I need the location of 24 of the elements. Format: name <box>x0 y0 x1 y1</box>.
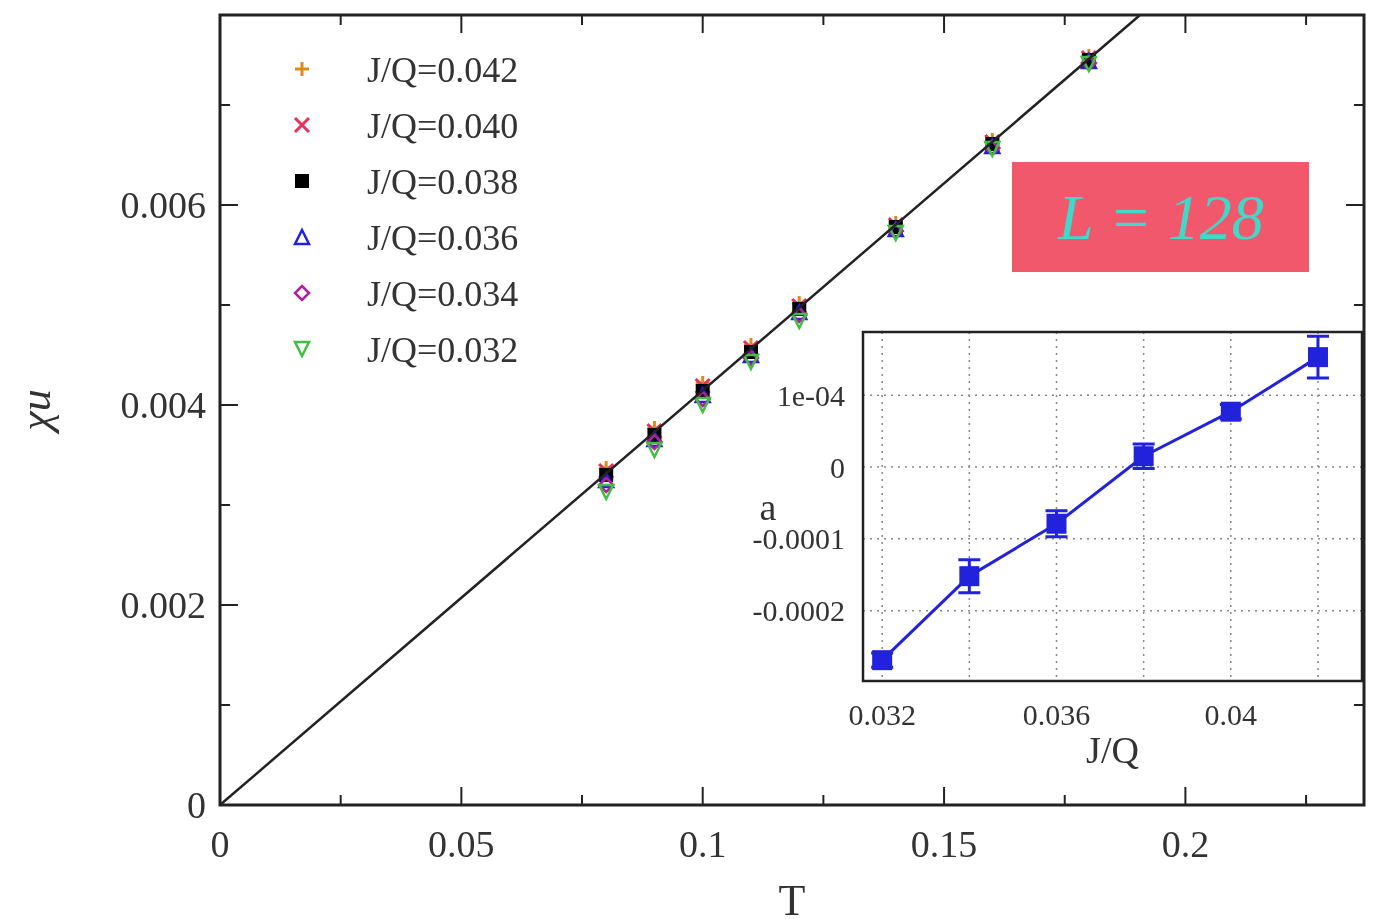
x-tick-label: 0.2 <box>1161 823 1210 865</box>
legend-label: J/Q=0.038 <box>367 161 519 202</box>
x-axis-title: J/Q <box>1086 729 1139 771</box>
legend-label: J/Q=0.032 <box>367 329 519 370</box>
x-tick-label: 0.032 <box>848 698 916 731</box>
y-tick-label: 0 <box>830 450 845 484</box>
legend-label: J/Q=0.036 <box>367 217 519 258</box>
x-tick-label: 0.15 <box>910 823 978 865</box>
legend-label: J/Q=0.042 <box>367 49 519 90</box>
annotation: L = 128 <box>1057 182 1264 254</box>
y-tick-label: 1e-04 <box>776 378 845 412</box>
y-tick-label: 0.004 <box>120 384 206 427</box>
x-axis-title: T <box>778 876 806 919</box>
y-tick-label: 0 <box>187 784 206 827</box>
y-tick-label: 0.002 <box>120 584 206 627</box>
legend-label: J/Q=0.034 <box>367 273 519 314</box>
x-tick-label: 0.036 <box>1022 698 1091 731</box>
y-tick-label: 0.006 <box>120 184 206 227</box>
x-tick-label: 0.05 <box>428 823 495 865</box>
legend-label: J/Q=0.040 <box>367 105 519 146</box>
y-axis-title: χu <box>11 389 60 435</box>
y-tick-label: -0.0002 <box>752 594 845 628</box>
x-tick-label: 0.1 <box>678 823 727 865</box>
x-tick-label: 0.04 <box>1204 698 1258 731</box>
